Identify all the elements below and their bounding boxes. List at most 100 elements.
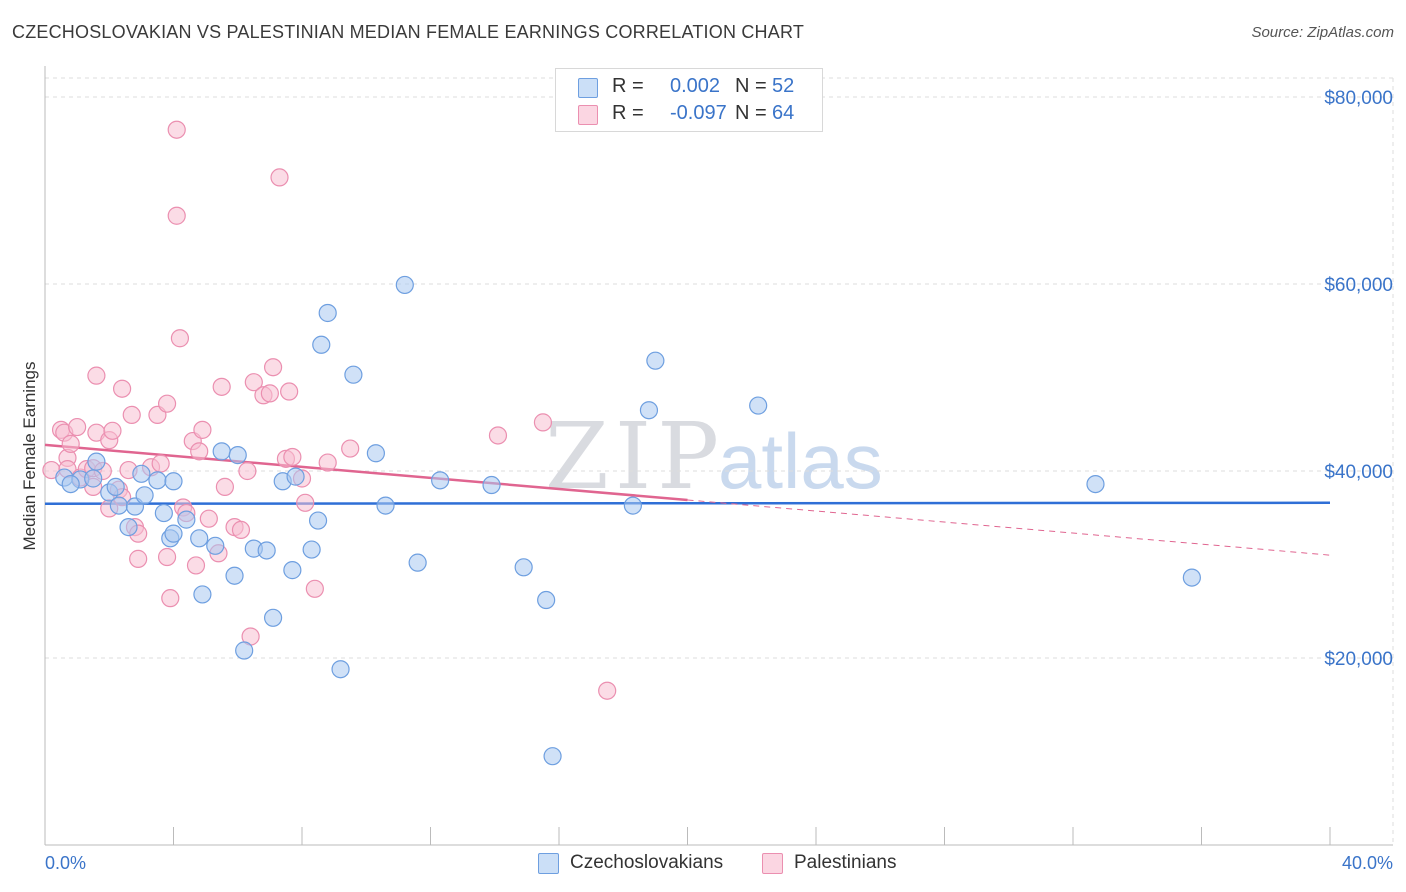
czech-point <box>154 503 173 523</box>
pal-point <box>280 382 299 401</box>
n-value: 64 <box>772 102 795 124</box>
pal-point <box>112 379 132 398</box>
czech-point <box>119 517 138 537</box>
czech-point <box>164 524 183 543</box>
czech-point <box>87 452 106 471</box>
czech-point <box>408 553 427 572</box>
chart-title: CZECHOSLOVAKIAN VS PALESTINIAN MEDIAN FE… <box>12 22 805 42</box>
r-value: -0.097 <box>670 102 727 124</box>
pal-point <box>533 413 553 432</box>
axes <box>44 66 1393 846</box>
pal-point <box>260 384 279 403</box>
czech-point <box>106 477 125 496</box>
pal-point <box>193 420 212 439</box>
czech-point <box>431 471 450 490</box>
czech-point <box>109 496 128 515</box>
czech-swatch <box>578 78 598 98</box>
czech-point <box>1182 568 1201 587</box>
legend-label: Palestinians <box>794 852 897 873</box>
y-axis-label: Median Female Earnings <box>20 361 39 551</box>
czech-point <box>235 641 254 660</box>
tick-labels: $20,000 $40,000 $60,000 $80,000 0.0% 40.0% <box>45 88 1393 873</box>
pal-point <box>305 579 324 598</box>
pal-point <box>103 421 122 440</box>
pal-point <box>68 417 87 437</box>
czech-point <box>257 541 276 560</box>
czech-point <box>302 540 321 559</box>
czech-point <box>312 335 331 354</box>
pal-trend-line-extrapolated <box>687 499 1331 556</box>
pal-point <box>238 461 257 481</box>
czech-point <box>177 510 196 529</box>
pal-point <box>170 329 190 348</box>
pal-trend-line <box>44 443 688 502</box>
y-tick-label: $80,000 <box>1324 88 1393 109</box>
czech-point <box>263 608 283 627</box>
czech-point <box>193 585 212 604</box>
czech-point <box>482 475 501 495</box>
pal-point <box>61 434 80 453</box>
czech-point <box>537 590 556 610</box>
source-label: Source: ZipAtlas.com <box>1251 24 1394 41</box>
pal-point <box>283 447 302 467</box>
czech-trend-line <box>44 501 1331 505</box>
n-label: N = <box>735 102 767 124</box>
czech-point <box>212 442 231 461</box>
czech-point <box>366 444 385 463</box>
y-tick-label: $60,000 <box>1324 275 1393 296</box>
pal-point <box>87 366 106 385</box>
czech-point <box>543 747 562 766</box>
czech-point <box>344 365 363 384</box>
pal-point <box>212 377 231 396</box>
czech-point <box>190 529 209 548</box>
pal-point <box>215 477 234 496</box>
czech-point <box>1086 474 1105 494</box>
y-tick-label: $20,000 <box>1324 649 1393 670</box>
pal-point <box>231 520 251 540</box>
pal-swatch <box>762 853 783 874</box>
series-legend: Czechoslovakians Palestinians <box>0 851 1406 877</box>
pal-point <box>244 373 263 392</box>
czech-swatch <box>538 853 559 874</box>
czech-point <box>164 472 183 491</box>
czech-point <box>132 464 151 483</box>
czech-point <box>639 401 659 420</box>
czech-point <box>283 561 302 580</box>
pal-point <box>122 405 141 424</box>
czech-point <box>331 660 350 679</box>
czech-point <box>148 471 167 490</box>
czech-point <box>206 536 225 555</box>
n-label: N = <box>735 75 767 97</box>
czech-point <box>749 396 768 415</box>
x-tick-label-left: 0.0% <box>45 853 86 873</box>
czech-point <box>308 511 328 530</box>
czech-point <box>376 496 395 515</box>
data-points <box>42 120 1201 766</box>
legend-label: Czechoslovakians <box>570 852 724 873</box>
pal-point <box>157 394 177 413</box>
n-value: 52 <box>772 75 795 97</box>
czech-point <box>286 467 305 486</box>
czech-point <box>318 303 337 323</box>
y-tick-label: $40,000 <box>1324 462 1393 483</box>
pal-point <box>167 206 186 225</box>
pal-point <box>341 439 360 458</box>
pal-point <box>186 556 206 575</box>
pal-point <box>129 549 148 568</box>
watermark-zip: ZIP <box>545 403 725 510</box>
czech-point <box>135 486 154 505</box>
pal-point <box>318 453 337 472</box>
czech-point <box>514 558 533 577</box>
pal-point <box>151 454 170 473</box>
pal-point <box>270 168 289 187</box>
pal-point <box>157 547 177 567</box>
correlation-legend: R = 0.002 N = 52 R = -0.097 N = 64 <box>555 68 823 132</box>
pal-swatch <box>578 105 598 125</box>
pal-point <box>296 493 315 512</box>
pal-point <box>199 509 218 528</box>
trend-lines <box>44 443 1331 556</box>
pal-point <box>190 442 209 461</box>
watermark-atlas: atlas <box>718 417 883 505</box>
czech-point <box>395 275 414 295</box>
